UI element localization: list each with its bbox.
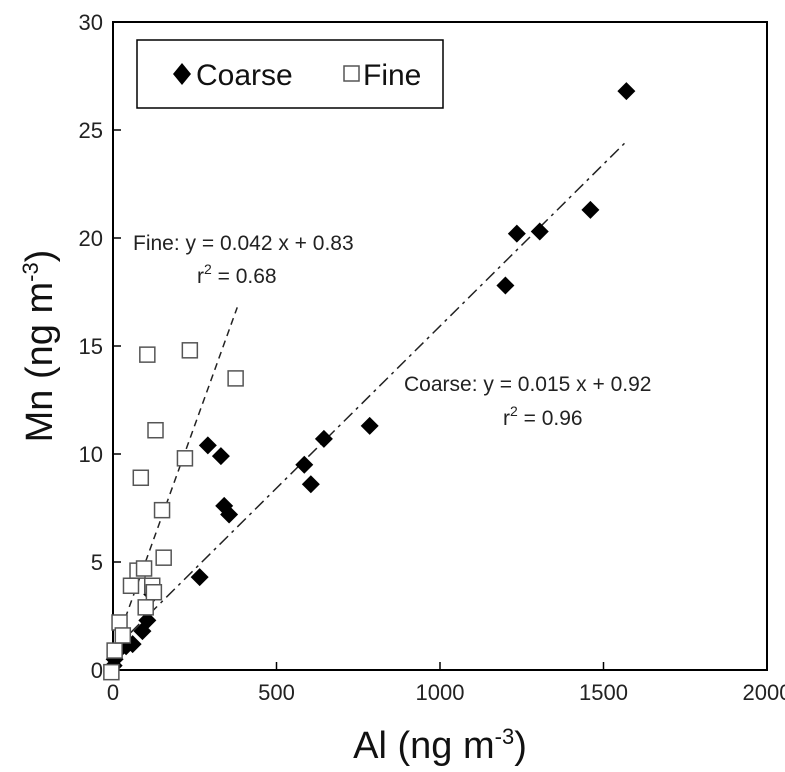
coarse-point: [507, 224, 526, 243]
coarse-point: [220, 505, 239, 524]
legend-coarse-label: Coarse: [196, 59, 293, 92]
fine-point: [132, 469, 150, 487]
coarse-point: [581, 200, 600, 219]
coarse-point: [215, 496, 234, 515]
fine-r2-label: r2 = 0.68: [197, 261, 277, 288]
fine-point: [135, 560, 153, 577]
fine-point: [147, 421, 164, 439]
legend-fine-marker: [343, 65, 360, 82]
coarse-point: [190, 568, 209, 587]
fine-point: [137, 599, 154, 616]
x-tick-label: 500: [258, 680, 295, 705]
legend: Coarse Fine: [136, 39, 444, 109]
coarse-point: [496, 276, 515, 295]
fine-point: [145, 583, 163, 601]
coarse-r2-label: r2 = 0.96: [503, 403, 583, 430]
y-tick-label: 0: [91, 658, 103, 683]
fine-point: [122, 577, 140, 595]
fine-point: [155, 549, 172, 566]
x-axis-title: Al (ng m-3): [353, 724, 527, 767]
coarse-point: [138, 611, 157, 630]
coarse-point: [295, 455, 314, 474]
y-tick-label: 30: [79, 10, 103, 35]
x-tick-label: 1000: [416, 680, 465, 705]
coarse-point: [314, 429, 333, 448]
fine-point: [153, 501, 171, 519]
plot-frame: [112, 21, 768, 671]
y-axis-title: Mn (ng m-3): [18, 250, 61, 443]
coarse-point: [530, 222, 549, 241]
coarse-point: [123, 635, 142, 654]
coarse-point: [360, 416, 379, 435]
coarse-point: [198, 436, 217, 455]
fine-point: [103, 663, 120, 681]
fit-line-fine: [112, 307, 238, 653]
fine-equation-label: Fine: y = 0.042 x + 0.83: [133, 232, 354, 255]
fine-point: [114, 627, 132, 644]
fine-point: [176, 450, 194, 467]
coarse-equation-label: Coarse: y = 0.015 x + 0.92: [404, 373, 652, 396]
x-tick-label: 0: [107, 680, 119, 705]
legend-fine-label: Fine: [363, 59, 421, 92]
fine-point: [139, 346, 156, 363]
fine-point: [227, 370, 244, 387]
coarse-point: [301, 475, 320, 494]
fine-point: [181, 342, 199, 359]
y-tick-label: 10: [79, 442, 103, 467]
y-tick-label: 15: [79, 334, 103, 359]
coarse-point: [617, 82, 636, 101]
y-tick-label: 25: [79, 118, 103, 143]
x-tick-label: 1500: [579, 680, 628, 705]
y-tick-label: 20: [79, 226, 103, 251]
legend-coarse-marker: [173, 63, 191, 85]
fine-point: [106, 642, 123, 659]
coarse-point: [211, 447, 230, 466]
y-tick-label: 5: [91, 550, 103, 575]
fit-lines: [112, 140, 627, 653]
data-points: [103, 82, 636, 681]
